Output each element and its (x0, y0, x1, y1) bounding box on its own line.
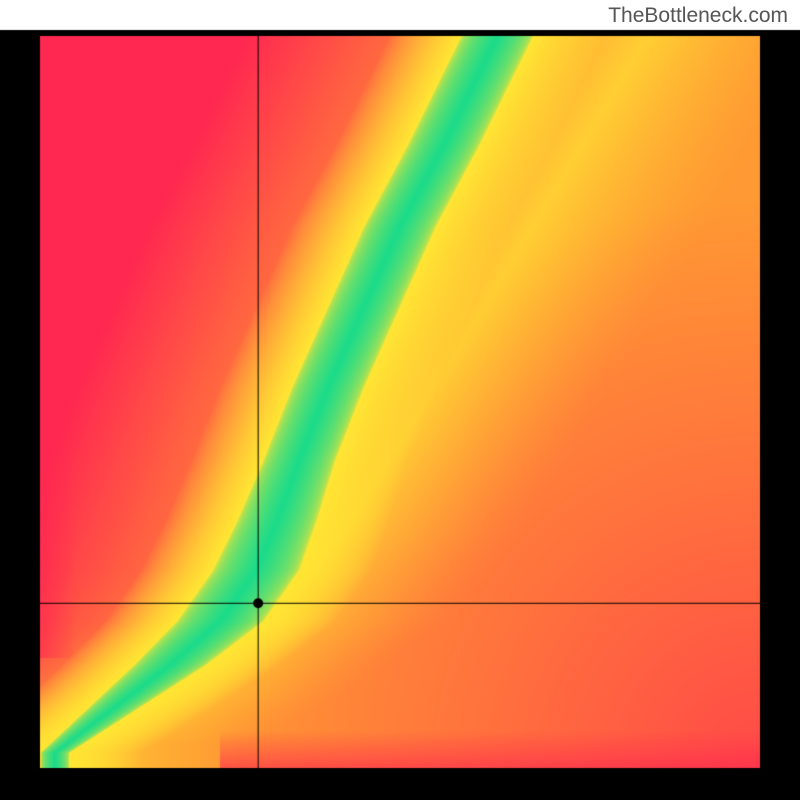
chart-container: TheBottleneck.com (0, 0, 800, 800)
heatmap-canvas (0, 0, 800, 800)
watermark-text: TheBottleneck.com (608, 4, 788, 28)
